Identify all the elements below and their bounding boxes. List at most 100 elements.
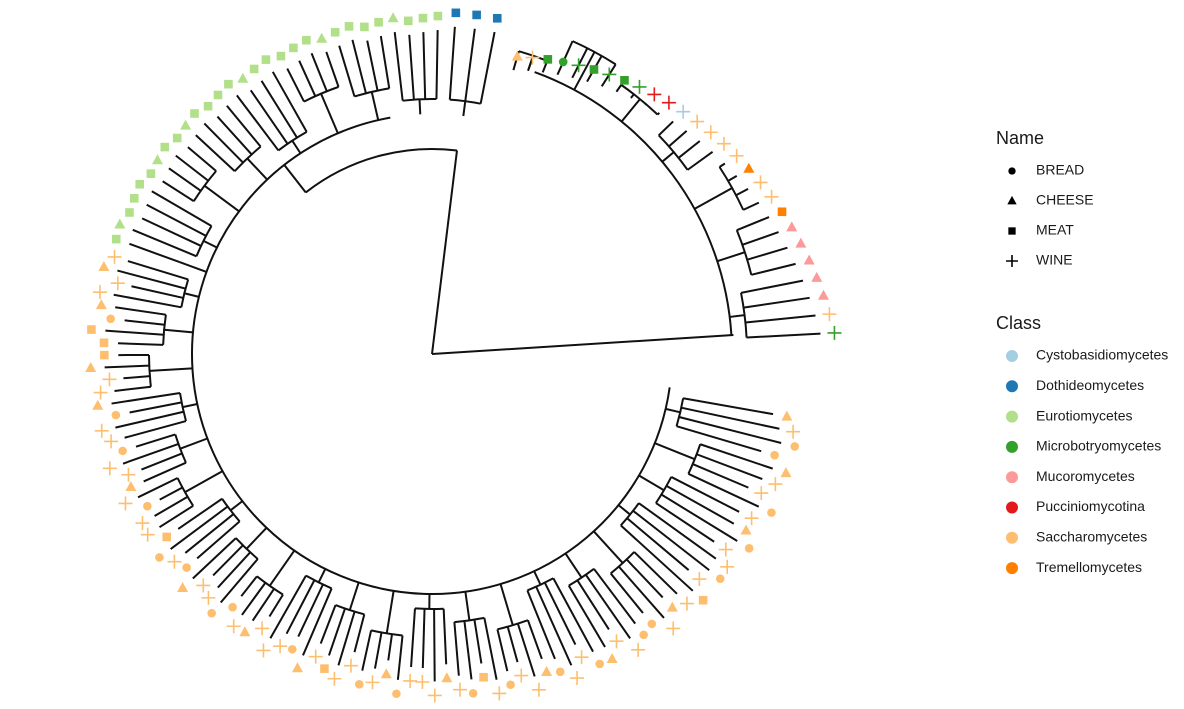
tip-square: [190, 109, 199, 118]
branch: [204, 186, 239, 212]
tip-circle: [716, 574, 725, 583]
tip-triangle: [96, 299, 107, 309]
branch: [339, 46, 354, 97]
branch: [114, 295, 182, 308]
branch: [464, 621, 471, 679]
branch: [720, 164, 725, 167]
legend-label: CHEESE: [1036, 192, 1094, 208]
tip-circle: [790, 442, 799, 451]
branch: [695, 188, 733, 209]
tip-plus: [118, 496, 132, 510]
branch: [387, 591, 394, 633]
branch: [164, 330, 193, 333]
tip-triangle: [607, 653, 618, 663]
branch: [175, 434, 186, 462]
branch: [658, 113, 660, 115]
branch: [661, 495, 737, 541]
branch: [627, 518, 689, 570]
tip-triangle: [804, 254, 815, 264]
tip-plus: [827, 326, 841, 340]
branch: [247, 528, 267, 549]
branch: [196, 226, 211, 256]
branch: [693, 464, 749, 488]
branch: [184, 293, 199, 297]
tip-square: [472, 11, 481, 20]
tip-triangle: [667, 602, 678, 612]
branch: [125, 320, 165, 324]
tip-triangle: [795, 238, 806, 248]
tip-plus: [95, 424, 109, 438]
tip-square: [262, 55, 271, 64]
branch: [534, 571, 540, 585]
tip-plus: [754, 486, 768, 500]
tip-triangle: [237, 73, 248, 83]
branch: [659, 135, 688, 170]
branch: [618, 505, 630, 514]
tip-plus: [167, 555, 181, 569]
tip-square: [112, 235, 121, 244]
tip-circle: [559, 58, 568, 67]
tip-circle: [392, 689, 401, 698]
tip-plus: [108, 250, 122, 264]
branch: [742, 232, 778, 245]
branch: [484, 618, 496, 680]
branch: [218, 552, 250, 587]
tip-plus: [631, 643, 645, 657]
tip-square: [778, 207, 787, 216]
branch: [662, 152, 674, 162]
legend-title: Class: [996, 313, 1041, 333]
branch: [178, 499, 222, 529]
branch: [681, 408, 779, 429]
branch: [432, 335, 733, 354]
tip-circle: [355, 680, 364, 689]
tip-plus: [662, 96, 676, 110]
tip-square: [214, 91, 223, 100]
tip-triangle: [541, 666, 552, 676]
branch: [616, 85, 621, 92]
tip-triangle: [811, 272, 822, 282]
branch: [130, 402, 182, 412]
tip-square: [250, 65, 259, 74]
branch: [247, 158, 267, 179]
tip-plus: [717, 137, 731, 151]
branch: [700, 444, 772, 468]
tip-plus: [572, 58, 586, 72]
branch: [381, 36, 389, 88]
tip-plus: [403, 674, 417, 688]
branch: [745, 316, 815, 323]
tip-plus: [273, 639, 287, 653]
branch: [688, 444, 700, 474]
tip-triangle: [818, 290, 829, 300]
branch: [287, 69, 304, 102]
legend-key: [1006, 471, 1018, 483]
branch: [527, 578, 553, 590]
tip-plus: [104, 434, 118, 448]
branch: [251, 90, 288, 144]
tip-square: [130, 194, 139, 203]
tip-square: [590, 65, 599, 74]
branch: [741, 281, 803, 293]
tip-triangle: [780, 467, 791, 477]
branch: [115, 307, 166, 314]
branch: [577, 580, 609, 629]
branch: [298, 584, 323, 636]
branch: [655, 443, 695, 459]
tip-square: [173, 134, 182, 143]
branch: [123, 376, 149, 378]
tip-square: [302, 36, 311, 45]
tip-square: [331, 28, 340, 37]
branch: [142, 218, 201, 246]
tip-square: [345, 22, 354, 31]
branch: [160, 487, 183, 499]
tip-plus: [453, 683, 467, 697]
tip-square: [699, 596, 708, 605]
tip-square: [479, 673, 488, 682]
tip-plus: [602, 67, 616, 81]
branch: [423, 609, 425, 668]
branch: [415, 608, 444, 609]
branch: [262, 81, 297, 138]
tip-circle: [118, 447, 127, 456]
branch: [420, 99, 421, 114]
legend-label: Pucciniomycotina: [1036, 498, 1145, 514]
branch: [631, 94, 634, 98]
